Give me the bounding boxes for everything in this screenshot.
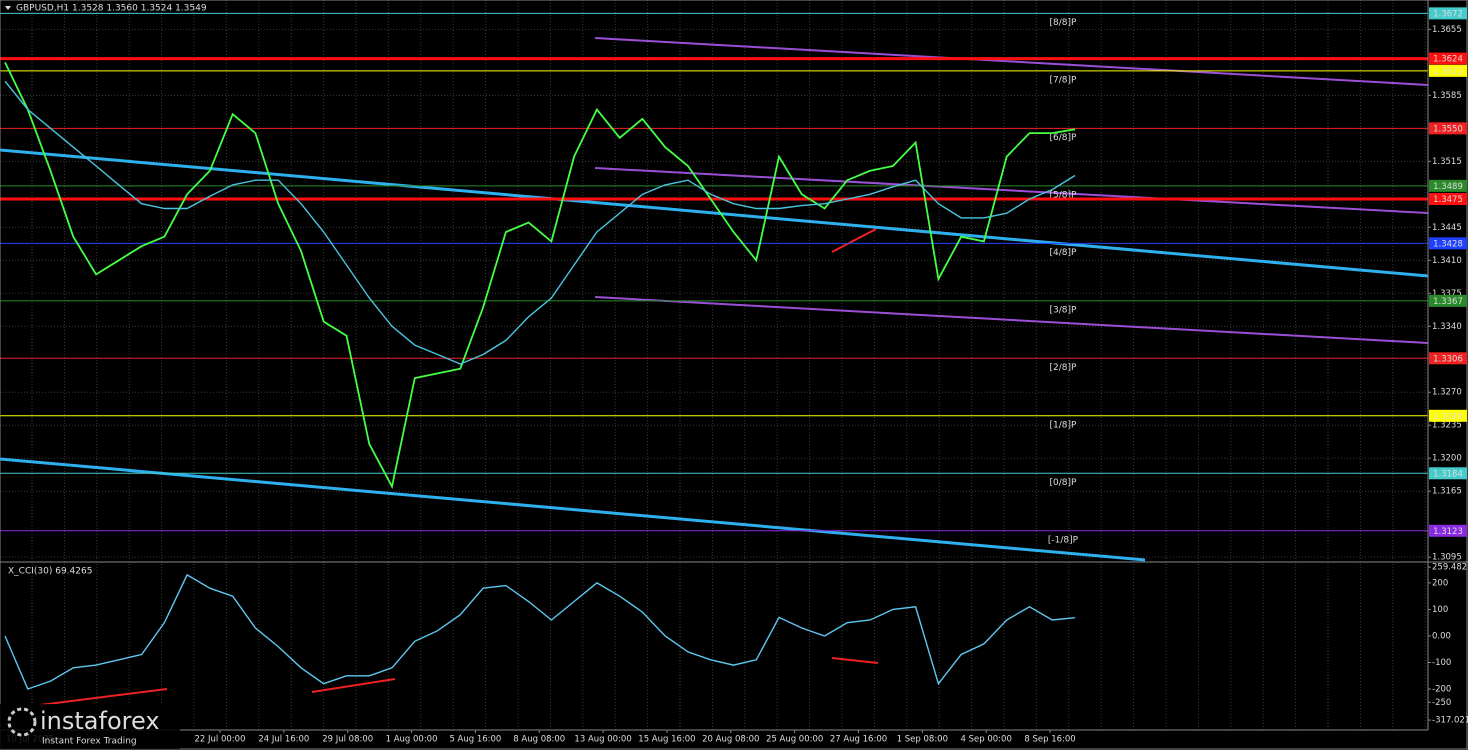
x-tick-label: 20 Aug 08:00 xyxy=(702,735,759,745)
price-box xyxy=(1429,294,1467,307)
price-box xyxy=(1429,52,1467,65)
price-box-label: 1.3428 xyxy=(1433,239,1463,249)
price-box-label: 1.3245 xyxy=(1433,412,1463,422)
y-tick-label: 1.3515 xyxy=(1432,157,1462,167)
y-tick-label: 1.3410 xyxy=(1432,256,1462,266)
y-tick-label: 0.00 xyxy=(1432,631,1451,641)
x-tick-label: 8 Sep 16:00 xyxy=(1024,735,1075,745)
channel-line xyxy=(594,296,1429,344)
logo-name: instaforex xyxy=(40,707,160,735)
y-tick-label: -200 xyxy=(1432,685,1451,695)
x-tick-label: 25 Aug 00:00 xyxy=(766,735,823,745)
price-box-label: 1.3306 xyxy=(1433,354,1463,364)
x-tick-label: 15 Aug 16:00 xyxy=(638,735,695,745)
x-tick-label: 29 Jul 08:00 xyxy=(322,735,373,745)
y-tick-label: -100 xyxy=(1432,658,1451,668)
x-tick-label: 8 Aug 08:00 xyxy=(513,735,565,745)
level-label: [6/8]P xyxy=(1050,133,1078,143)
x-tick-label: 27 Aug 16:00 xyxy=(830,735,887,745)
y-tick-label: 1.3340 xyxy=(1432,322,1462,332)
y-tick-label: 1.3095 xyxy=(1432,553,1462,563)
plot: [8/8]P [7/8]P [6/8]P [5/8]P [4/8]P [3/8]P [2/8… xyxy=(0,12,1428,690)
level-label: [4/8]P xyxy=(1050,248,1078,258)
level-label: [3/8]P xyxy=(1050,305,1078,315)
y-tick-label: 200 xyxy=(1432,578,1448,588)
y-tick-label: -250 xyxy=(1432,698,1451,708)
x-tick-label: 24 Jul 16:00 xyxy=(258,735,309,745)
level-label: [-1/8]P xyxy=(1048,535,1079,545)
x-tick-label: 1 Aug 00:00 xyxy=(386,735,438,745)
indicator-title: X_CCI(30) 69.4265 xyxy=(8,567,92,577)
price-box xyxy=(1429,193,1467,206)
y-tick-label: 1.3200 xyxy=(1432,454,1462,464)
logo-icon xyxy=(7,707,37,737)
divergence-line xyxy=(311,678,396,693)
price-box xyxy=(1429,237,1467,250)
level-label: [5/8]P xyxy=(1050,190,1078,200)
x-tick-label: 22 Jul 00:00 xyxy=(195,735,246,745)
price-box xyxy=(1429,179,1467,192)
price-box-label: 1.3624 xyxy=(1433,55,1463,65)
indicator-line xyxy=(4,80,1076,365)
price-line xyxy=(4,62,1076,490)
price-box xyxy=(1429,64,1467,77)
x-tick-label: 1 Sep 08:00 xyxy=(897,735,948,745)
price-box-label: 1.3475 xyxy=(1433,195,1463,205)
level-label: [7/8]P xyxy=(1050,75,1078,85)
price-box xyxy=(1429,352,1467,365)
logo-box xyxy=(0,704,180,749)
price-box-label: 1.3611 xyxy=(1433,67,1463,77)
grid xyxy=(0,0,1428,730)
y-tick-label: 1.3235 xyxy=(1432,421,1462,431)
level-label: [1/8]P xyxy=(1050,420,1078,430)
divergence-line xyxy=(831,657,879,664)
price-box xyxy=(1429,467,1467,480)
level-label: [2/8]P xyxy=(1050,363,1078,373)
x-tick-label: 5 Aug 16:00 xyxy=(449,735,501,745)
price-box xyxy=(1429,524,1467,537)
y-tick-label: 1.3585 xyxy=(1432,91,1462,101)
divergence-line xyxy=(831,228,877,253)
price-box-label: 1.3550 xyxy=(1433,124,1463,134)
y-tick-label: -317.0216 xyxy=(1432,716,1468,726)
level-label: [0/8]P xyxy=(1050,478,1078,488)
divergence-line xyxy=(39,688,168,706)
symbol-header: GBPUSD,H1 1.3528 1.3560 1.3524 1.3549 xyxy=(16,4,207,14)
price-box-label: 1.3184 xyxy=(1433,469,1463,479)
price-box-label: 1.3672 xyxy=(1433,9,1463,19)
channel-line xyxy=(594,37,1429,86)
logo: instaforex Instant Forex Trading xyxy=(0,704,180,749)
logo-tagline: Instant Forex Trading xyxy=(42,737,137,747)
price-box-label: 1.3367 xyxy=(1433,297,1463,307)
y-tick-label: 1.3655 xyxy=(1432,25,1462,35)
channel-line xyxy=(594,167,1429,214)
x-tick-label: 13 Aug 00:00 xyxy=(574,735,631,745)
y-tick-label: 100 xyxy=(1432,605,1448,615)
indicator-line xyxy=(4,573,1076,690)
y-tick-label: 259.4821 xyxy=(1432,563,1468,573)
y-tick-label: 1.3165 xyxy=(1432,487,1462,497)
price-box-label: 1.3123 xyxy=(1433,527,1463,537)
trend-line xyxy=(0,457,1146,562)
level-label: [8/8]P xyxy=(1050,18,1078,28)
price-box xyxy=(1429,122,1467,135)
price-box xyxy=(1429,409,1467,422)
y-tick-label: 1.3270 xyxy=(1432,388,1462,398)
y-tick-label: 1.3445 xyxy=(1432,223,1462,233)
trend-line xyxy=(0,148,1429,278)
x-tick-label: 4 Sep 00:00 xyxy=(961,735,1012,745)
price-box-label: 1.3489 xyxy=(1433,182,1463,192)
price-box xyxy=(1429,7,1467,20)
menu-triangle xyxy=(5,6,11,10)
y-tick-label: 1.3375 xyxy=(1432,289,1462,299)
